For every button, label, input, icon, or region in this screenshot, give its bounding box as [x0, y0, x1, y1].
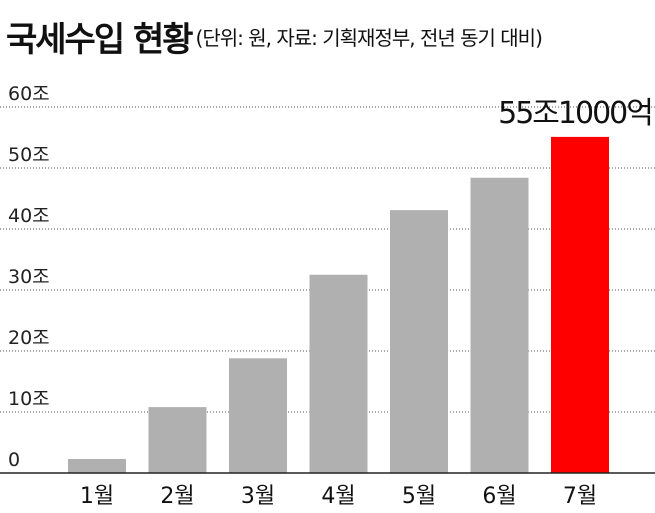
x-tick-label: 1월: [80, 484, 114, 509]
y-tick-label: 50조: [8, 144, 50, 166]
y-tick-label: 20조: [8, 327, 50, 349]
bar: [470, 177, 529, 473]
x-tick-label: 7월: [563, 484, 597, 509]
y-tick-label: 60조: [8, 83, 50, 105]
y-tick-label: 40조: [8, 205, 50, 227]
bar: [390, 210, 448, 473]
annotations: 55조1000억: [498, 96, 654, 131]
bars: [68, 136, 609, 473]
x-tick-label: 2월: [160, 484, 194, 509]
chart-title: 국세수입 현황: [6, 19, 194, 60]
bar-value-label: 55조1000억: [498, 96, 652, 131]
y-tick-label: 30조: [8, 266, 50, 288]
bar: [148, 407, 207, 473]
bar: [68, 458, 126, 473]
bar: [309, 274, 368, 473]
x-axis-labels: 1월 2월 3월 4월 5월 6월 7월: [80, 484, 597, 509]
chart-title-row: 국세수입 현황 (단위: 원, 자료: 기획재정부, 전년 동기 대비): [6, 6, 543, 66]
x-tick-label: 5월: [402, 484, 436, 509]
bar: [229, 358, 287, 473]
bar: [551, 136, 609, 473]
x-tick-label: 4월: [321, 484, 355, 509]
x-tick-label: 6월: [482, 484, 516, 509]
x-tick-label: 3월: [241, 484, 275, 509]
y-axis-labels: 0 10조 20조 30조 40조 50조 60조: [8, 83, 50, 471]
y-tick-label: 10조: [8, 388, 50, 410]
y-tick-label: 0: [8, 449, 20, 471]
chart-subtitle: (단위: 원, 자료: 기획재정부, 전년 동기 대비): [195, 25, 543, 50]
